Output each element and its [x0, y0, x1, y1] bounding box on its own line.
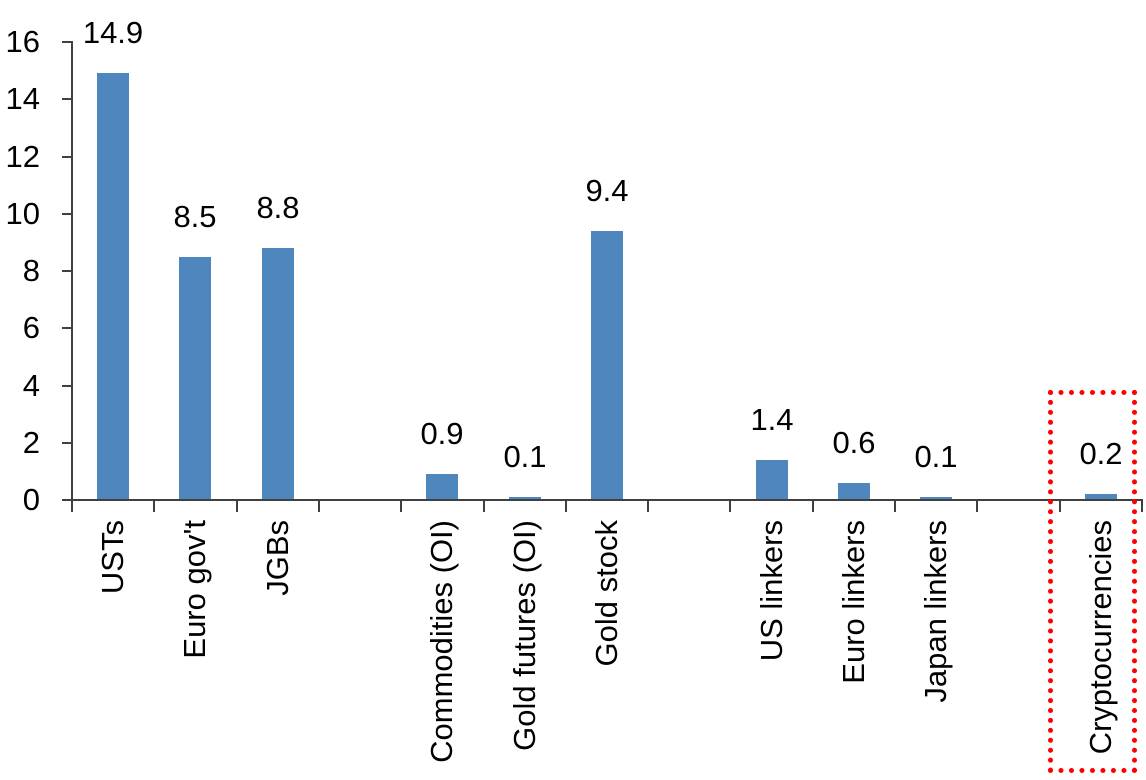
y-axis-tick-label: 12 — [5, 139, 40, 174]
category-label: JGBs — [260, 520, 295, 596]
category-label: Gold stock — [589, 520, 624, 667]
category-label: Euro linkers — [836, 520, 871, 684]
x-axis-tick — [1059, 500, 1061, 512]
x-axis-tick — [894, 500, 896, 512]
bar-value-label: 0.9 — [420, 416, 464, 451]
category-label: Gold futures (OI) — [507, 520, 542, 751]
bar-usts — [97, 73, 129, 500]
bar-value-label: 1.4 — [750, 402, 794, 437]
bar-euro-linkers — [838, 483, 870, 500]
category-label: USTs — [95, 520, 130, 595]
bar-gold-stock — [591, 231, 623, 500]
bar-value-label: 9.4 — [585, 173, 629, 208]
category-label: Japan linkers — [918, 520, 953, 703]
x-axis-tick — [565, 500, 567, 512]
x-axis-tick — [400, 500, 402, 512]
y-axis-tick-label: 8 — [22, 253, 40, 288]
y-axis-tick-label: 16 — [5, 24, 40, 59]
bar-japan-linkers — [920, 497, 952, 500]
bar-cryptocurrencies — [1085, 494, 1117, 500]
y-axis-tick-label: 4 — [22, 368, 40, 403]
x-axis-tick — [236, 500, 238, 512]
y-axis-line — [71, 41, 73, 501]
bar-value-label: 8.8 — [256, 190, 300, 225]
x-axis-tick — [976, 500, 978, 512]
bar-jgbs — [262, 248, 294, 500]
bar-value-label: 0.6 — [832, 425, 876, 460]
y-axis-tick — [62, 98, 72, 100]
bar-us-linkers — [756, 460, 788, 500]
bar-gold-futures-oi — [509, 497, 541, 500]
y-axis-tick — [62, 327, 72, 329]
y-axis-tick-label: 2 — [22, 425, 40, 460]
x-axis-line — [71, 499, 1143, 501]
category-label: US linkers — [754, 520, 789, 662]
y-axis-tick-label: 0 — [22, 482, 40, 517]
bar-value-label: 14.9 — [82, 15, 144, 50]
bar-value-label: 0.1 — [914, 439, 958, 474]
y-axis-tick — [62, 41, 72, 43]
x-axis-tick — [812, 500, 814, 512]
y-axis-tick-label: 14 — [5, 81, 40, 116]
y-axis-tick-label: 10 — [5, 196, 40, 231]
y-axis-tick — [62, 499, 72, 501]
x-axis-tick — [729, 500, 731, 512]
bar-commodities-oi — [426, 474, 458, 500]
x-axis-tick — [647, 500, 649, 512]
highlight-box — [1048, 390, 1137, 773]
x-axis-tick — [1141, 500, 1143, 512]
y-axis-tick — [62, 270, 72, 272]
x-axis-tick — [153, 500, 155, 512]
x-axis-tick — [483, 500, 485, 512]
y-axis-tick-label: 6 — [22, 310, 40, 345]
category-label: Euro gov't — [177, 520, 212, 659]
x-axis-tick — [71, 500, 73, 512]
y-axis-tick — [62, 156, 72, 158]
x-axis-tick — [318, 500, 320, 512]
bar-value-label: 8.5 — [173, 199, 217, 234]
bar-value-label: 0.2 — [1079, 436, 1123, 471]
category-label: Commodities (OI) — [424, 520, 459, 763]
y-axis-tick — [62, 385, 72, 387]
bar-value-label: 0.1 — [503, 439, 547, 474]
y-axis-tick — [62, 442, 72, 444]
bar-euro-gov-t — [179, 257, 211, 500]
y-axis-tick — [62, 213, 72, 215]
